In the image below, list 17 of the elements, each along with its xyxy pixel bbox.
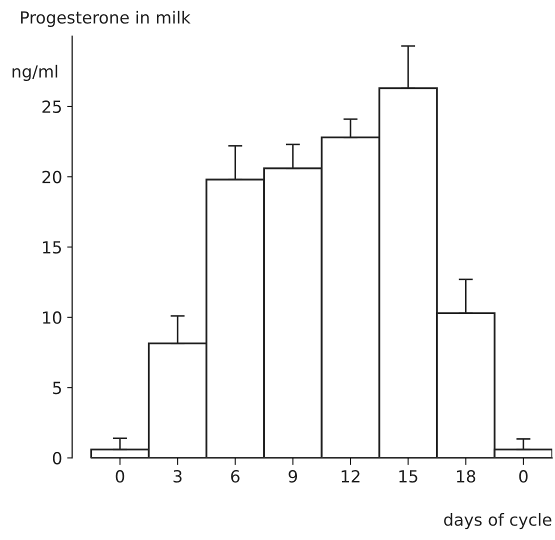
x-tick-label: 6: [231, 470, 240, 483]
x-tick-label: 3: [174, 470, 182, 483]
y-tick-label: 15: [43, 241, 61, 254]
y-tick-label: 5: [53, 382, 61, 394]
y-axis-title: ng/ml: [12, 64, 58, 81]
x-tick-label: 12: [342, 470, 360, 482]
y-tick-label: 25: [42, 100, 61, 114]
chart-title: Progesterone in milk: [21, 10, 191, 27]
x-tick-label: 0: [116, 470, 124, 483]
y-tick-label: 0: [52, 452, 62, 464]
x-tick-label: 0: [519, 470, 528, 483]
x-tick-label: 18: [457, 470, 476, 483]
y-tick-label: 20: [42, 170, 62, 184]
x-tick-label: 15: [399, 470, 418, 483]
x-tick-label: 9: [288, 470, 298, 483]
y-tick-label: 10: [43, 311, 62, 324]
x-axis-title: days of cycle: [444, 513, 552, 530]
